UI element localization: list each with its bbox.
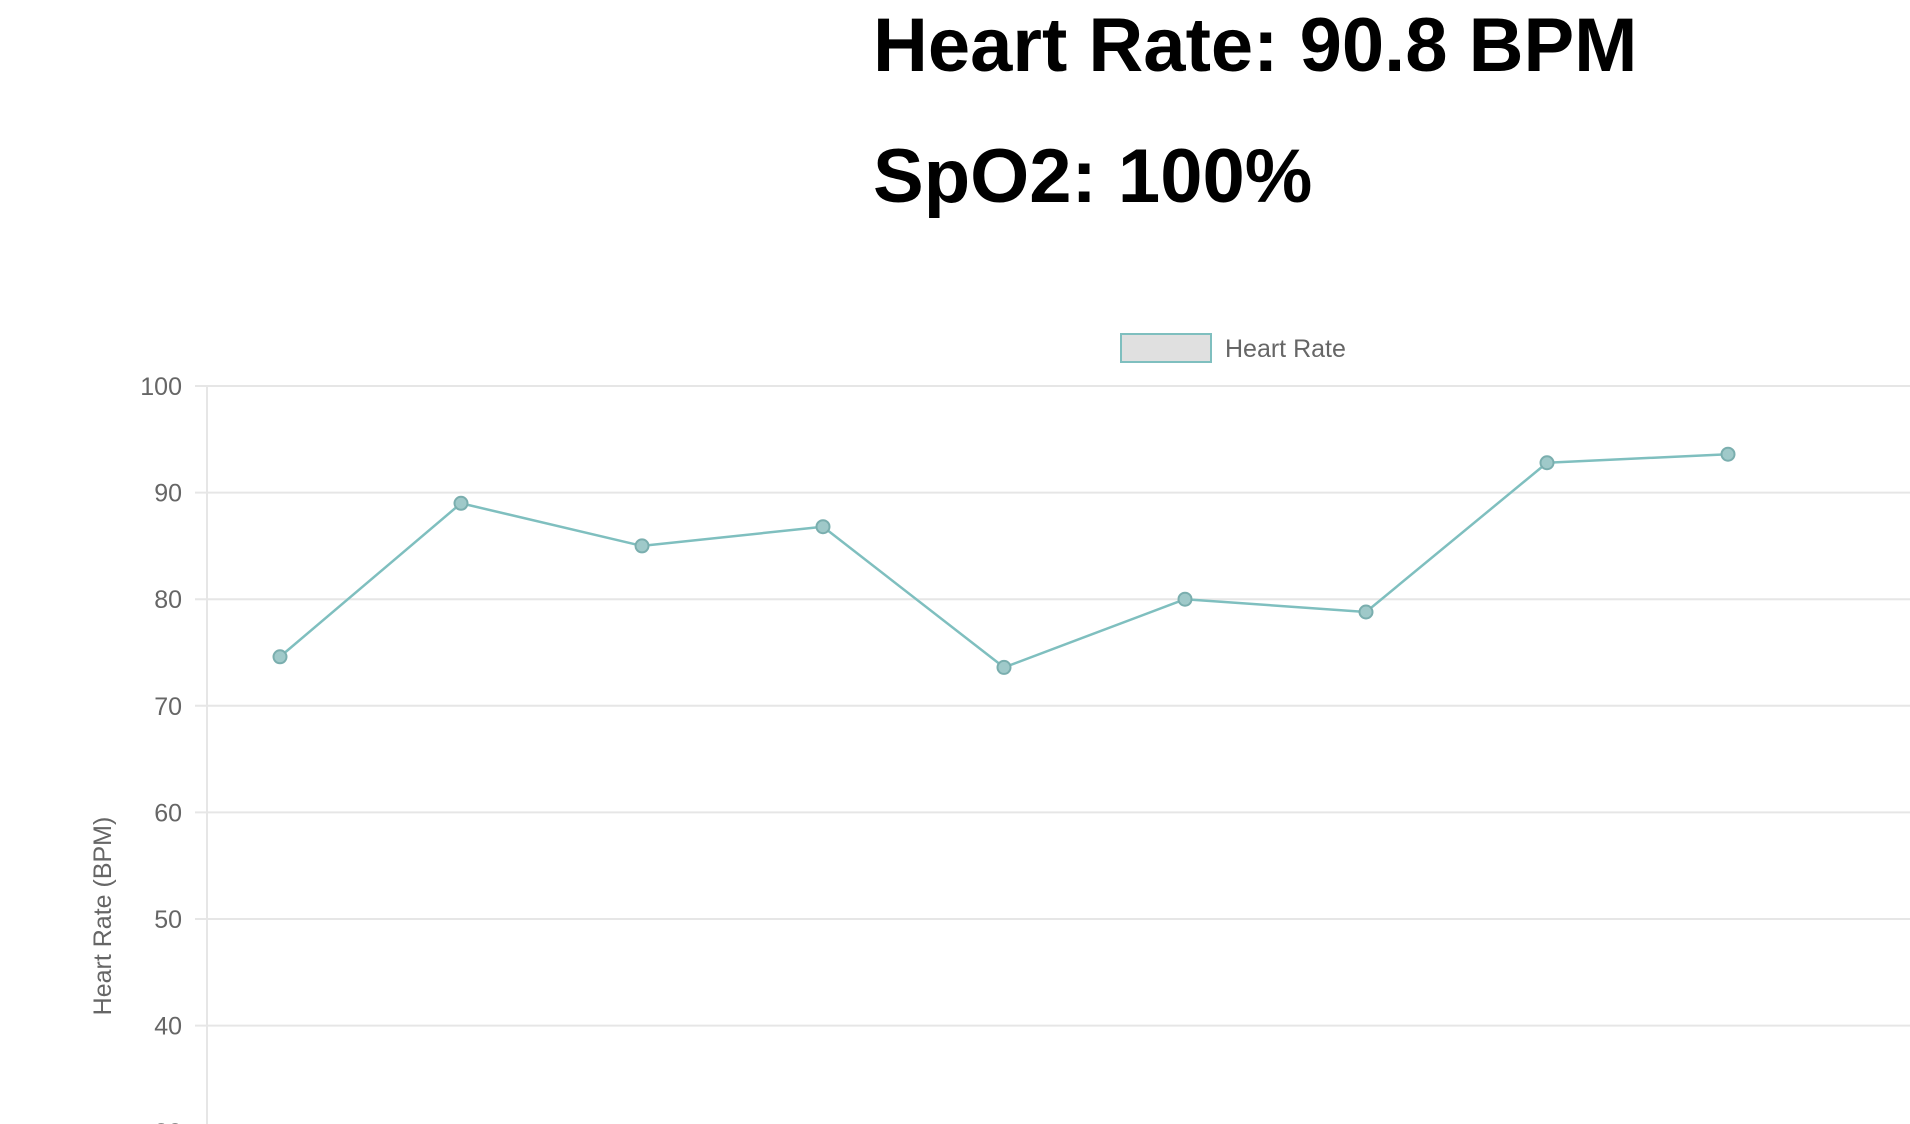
data-point[interactable] (998, 661, 1011, 674)
data-point[interactable] (1541, 456, 1554, 469)
data-point[interactable] (1360, 605, 1373, 618)
data-point[interactable] (1179, 593, 1192, 606)
legend-label[interactable]: Heart Rate (1225, 335, 1346, 363)
y-axis: 100 90 80 70 60 50 40 30 (140, 373, 207, 1124)
y-tick-label: 80 (154, 586, 182, 614)
grid-lines (195, 386, 1910, 1124)
data-point[interactable] (274, 650, 287, 663)
data-point[interactable] (455, 497, 468, 510)
y-tick-label: 40 (154, 1013, 182, 1041)
data-point[interactable] (1722, 448, 1735, 461)
legend-swatch[interactable] (1121, 334, 1211, 362)
y-axis-label: Heart Rate (BPM) (89, 817, 117, 1016)
y-tick-label: 30 (154, 1119, 182, 1124)
series-line-heart-rate (280, 454, 1728, 667)
y-tick-label: 60 (154, 799, 182, 827)
data-point[interactable] (636, 539, 649, 552)
y-tick-label: 100 (140, 373, 182, 401)
series-layer (274, 448, 1735, 674)
data-point[interactable] (817, 520, 830, 533)
y-tick-label: 50 (154, 906, 182, 934)
y-tick-label: 90 (154, 480, 182, 508)
legend[interactable]: Heart Rate (1121, 334, 1346, 363)
y-tick-label: 70 (154, 693, 182, 721)
